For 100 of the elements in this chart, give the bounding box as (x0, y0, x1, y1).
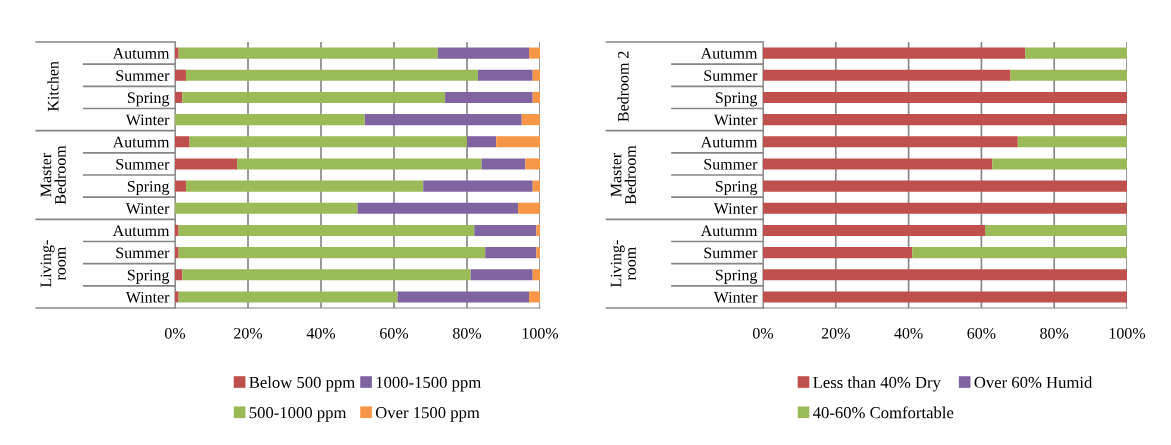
text: Master Bedroom (610, 145, 636, 205)
bar (175, 69, 186, 81)
bar (178, 47, 438, 59)
x-tick-label: 80% (452, 327, 482, 339)
y-tick-label: Summer (704, 158, 758, 170)
y-tick-label: Summer (116, 158, 170, 170)
y-tick-label: Spring (127, 269, 170, 284)
y-tick-label: Autumm (700, 136, 758, 148)
bar (175, 91, 183, 103)
x-tick-label: 40% (306, 327, 336, 339)
bar (529, 47, 540, 59)
bar (763, 69, 1011, 81)
text: Master Bedroom (40, 145, 66, 205)
text: Kitchen (47, 61, 59, 112)
bar (467, 136, 497, 148)
y-tick-label: Summer (704, 70, 758, 81)
bar (763, 180, 1127, 192)
x-tick-label: 60% (967, 327, 996, 339)
bar (175, 269, 183, 281)
y-tick-label: Summer (116, 70, 170, 81)
y-tick-label: Winter (125, 114, 170, 126)
bar (529, 291, 540, 303)
bar (763, 224, 986, 236)
bar (518, 202, 540, 214)
bar (763, 247, 913, 259)
y-tick-label: Autumm (700, 48, 758, 59)
text: Bedroom 2 (617, 51, 629, 122)
bar (1010, 69, 1127, 81)
y-tick-label: Winter (713, 291, 758, 303)
bar (481, 158, 526, 170)
text: Living- room (40, 240, 66, 288)
x-tick-label: 80% (1040, 327, 1069, 339)
bar (175, 158, 238, 170)
y-tick-label: Spring (715, 269, 758, 284)
bar (763, 47, 1026, 59)
bar (763, 91, 1127, 103)
bar (175, 180, 186, 192)
bar (175, 247, 179, 259)
legend-label: 40-60% Comfortable (812, 406, 954, 419)
y-tick-label: Autumm (700, 225, 758, 237)
legend-label: Over 60% Humid (974, 376, 1093, 389)
x-tick-label: 0% (752, 327, 774, 339)
y-tick-label: Winter (713, 203, 758, 215)
bar (763, 291, 1127, 303)
bar (912, 247, 1127, 259)
bar (763, 158, 993, 170)
bar (763, 202, 1127, 214)
y-tick-label: Winter (125, 203, 170, 215)
y-tick-label: Spring (127, 92, 170, 107)
bar (182, 91, 446, 103)
bar (175, 136, 190, 148)
x-tick-label: 0% (164, 327, 186, 339)
y-tick-label: Winter (125, 291, 170, 303)
bar (175, 291, 179, 303)
y-tick-label: Autumm (112, 136, 170, 148)
x-tick-label: 20% (821, 327, 850, 339)
bar (178, 224, 475, 236)
y-tick-label: Summer (704, 247, 758, 259)
bar (182, 269, 471, 281)
legend-label: Less than 40% Dry (813, 376, 941, 392)
y-tick-label: Spring (127, 181, 170, 196)
bar (237, 158, 482, 170)
bar (178, 291, 398, 303)
bar (521, 114, 540, 126)
bar (496, 136, 540, 148)
bar (536, 224, 540, 236)
bar (763, 269, 1127, 281)
bar (477, 69, 533, 81)
bar (364, 114, 522, 126)
bar (185, 180, 424, 192)
bar (763, 136, 1018, 148)
bar (357, 202, 519, 214)
bar (175, 114, 365, 126)
bar (437, 47, 530, 59)
bar (178, 247, 486, 259)
bar (532, 269, 540, 281)
bar (185, 69, 478, 81)
legend-label: 500-1000 ppm (249, 407, 347, 422)
bar (175, 202, 358, 214)
bar (470, 269, 533, 281)
bar (992, 158, 1127, 170)
bar (175, 47, 179, 59)
bar (536, 247, 540, 259)
bar (525, 158, 540, 170)
bar (532, 180, 540, 192)
bar (1025, 47, 1127, 59)
y-tick-label: Summer (116, 247, 170, 259)
bar (532, 69, 540, 81)
y-tick-label: Autumm (112, 48, 170, 59)
x-tick-label: 100% (1109, 327, 1146, 339)
x-tick-label: 100% (522, 327, 559, 339)
bar (397, 291, 530, 303)
bar (189, 136, 467, 148)
y-tick-label: Spring (715, 92, 758, 107)
x-tick-label: 40% (894, 327, 923, 339)
bar (445, 91, 533, 103)
bar (423, 180, 533, 192)
legend-label: 1000-1500 ppm (376, 376, 481, 392)
bar (763, 114, 1127, 126)
text: Living- room (610, 240, 636, 288)
